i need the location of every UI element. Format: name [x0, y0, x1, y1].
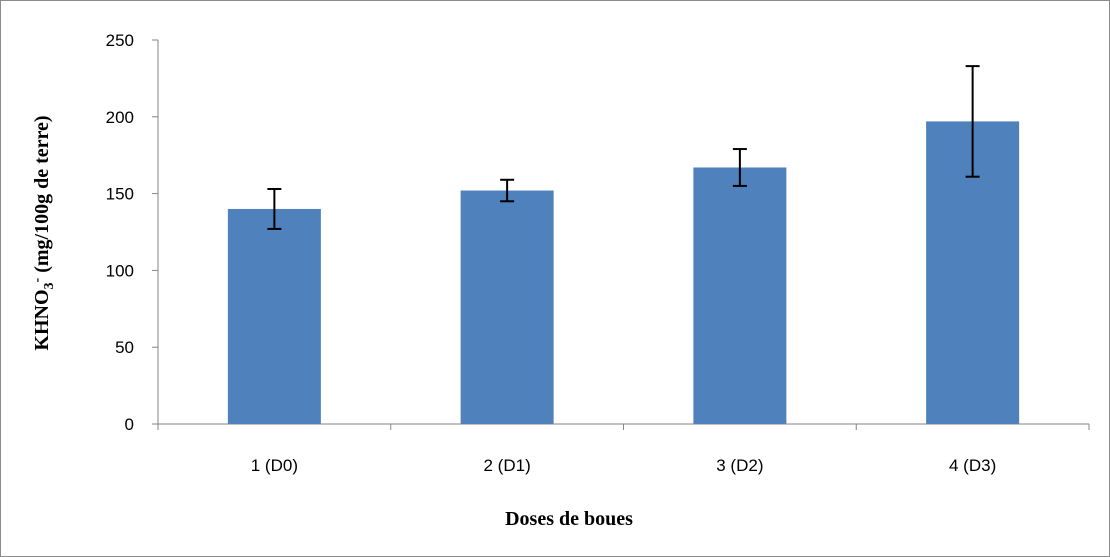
y-tick-label: 100 [106, 261, 134, 280]
error-bar [267, 187, 282, 230]
error-bar [500, 178, 515, 203]
error-bars [267, 65, 980, 230]
x-tick-label: 4 (D3) [949, 456, 996, 475]
bars [227, 121, 1020, 425]
y-axis-title-rest: (mg/100g de terre) [31, 115, 53, 277]
y-axis-title: KHNO3- (mg/100g de terre) [30, 115, 57, 350]
y-tick-label: 0 [125, 415, 134, 434]
x-tick-label: 2 (D1) [484, 456, 531, 475]
x-axis: 1 (D0) 2 (D1) 3 (D2) 4 (D3) [157, 423, 1090, 475]
y-axis-title-superscript: - [30, 277, 45, 282]
x-tick-label: 3 (D2) [716, 456, 763, 475]
x-tick-label: 1 (D0) [251, 456, 298, 475]
error-bar [965, 65, 980, 178]
y-tick-label: 200 [106, 108, 134, 127]
bar [227, 208, 321, 424]
bar [693, 167, 787, 424]
y-tick-label: 50 [115, 338, 134, 357]
y-axis-title-base: KHNO [31, 289, 53, 350]
error-bar [732, 148, 747, 187]
y-axis-title-subscript: 3 [42, 282, 57, 289]
y-tick-label: 150 [106, 185, 134, 204]
x-axis-title: Doses de boues [505, 508, 633, 530]
y-tick-label: 250 [106, 31, 134, 50]
y-axis: 0 50 100 150 200 250 [106, 31, 159, 434]
bar [460, 190, 554, 424]
